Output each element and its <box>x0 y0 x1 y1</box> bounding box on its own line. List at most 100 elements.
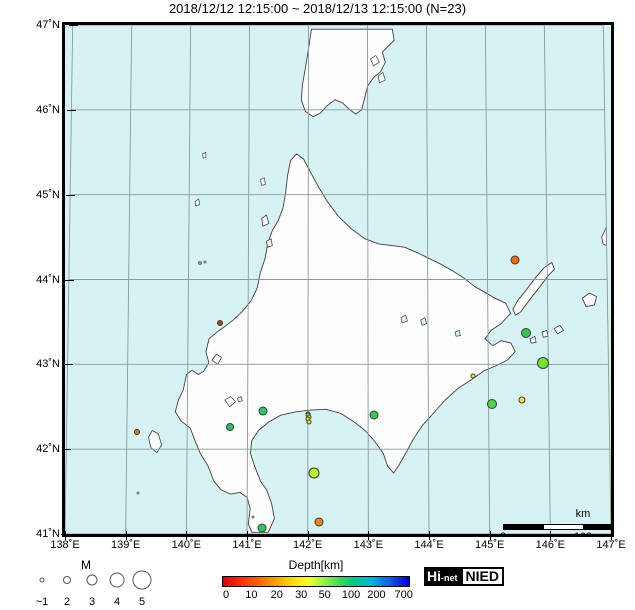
lat-tick <box>66 194 76 196</box>
depth-legend-label: 200 <box>367 589 386 601</box>
lon-tick <box>125 531 127 540</box>
longitude-axis: 138˚E 139˚E 140˚E 141˚E 142˚E 143˚E 144˚E 145˚E… <box>0 539 635 559</box>
earthquake-marker[interactable] <box>257 523 267 533</box>
lat-tick <box>67 109 77 111</box>
scale-bar-segment <box>583 525 611 529</box>
depth-legend-label: 700 <box>394 589 413 601</box>
coastline-path <box>553 324 564 335</box>
earthquake-marker[interactable] <box>197 260 202 265</box>
magnitude-legend-label: ~1 <box>35 596 49 608</box>
nied-logo-box: NIED <box>460 567 504 586</box>
magnitude-legend: M ~1 2 3 4 5 <box>30 558 180 608</box>
earthquake-marker[interactable] <box>521 327 532 338</box>
coastline-path <box>174 153 516 533</box>
lat-tick-label: 42˚N <box>36 443 60 456</box>
earthquake-marker[interactable] <box>536 356 549 369</box>
lat-tick <box>64 279 74 281</box>
lat-tick-label: 44˚N <box>36 273 60 286</box>
depth-legend: Depth[km] 0 10 20 30 50 100 200 700 <box>218 558 414 608</box>
magnitude-legend-label: 2 <box>63 596 71 608</box>
coastline-path <box>261 214 270 227</box>
coastline-path <box>512 262 555 316</box>
lon-tick-label: 146˚E <box>535 539 566 551</box>
lat-tick-label: 43˚N <box>36 358 60 371</box>
earthquake-marker[interactable] <box>136 491 140 495</box>
lon-tick <box>611 531 612 540</box>
lon-tick <box>65 531 66 540</box>
lon-tick-label: 147˚E <box>596 539 626 551</box>
scale-bar-segment <box>504 525 544 529</box>
lon-tick-label: 144˚E <box>414 539 444 551</box>
earthquake-marker[interactable] <box>308 467 320 479</box>
earthquake-marker[interactable] <box>486 399 497 410</box>
latitude-axis: 47˚N 46˚N 45˚N 44˚N 43˚N 42˚N 41˚N <box>0 0 60 560</box>
coastline-path <box>377 72 386 84</box>
coastline-path <box>260 177 266 186</box>
coastline-path <box>541 329 549 338</box>
magnitude-legend-circle <box>39 577 45 583</box>
earthquake-marker[interactable] <box>518 396 526 404</box>
page-title: 2018/12/12 12:15:00 ~ 2018/12/13 12:15:0… <box>168 1 467 16</box>
coastline-path <box>148 430 163 454</box>
earthquake-marker[interactable] <box>369 410 379 420</box>
lat-tick <box>62 449 72 451</box>
lat-tick-label: 41˚N <box>36 528 60 540</box>
depth-legend-label: 50 <box>318 589 331 601</box>
coastline-path <box>211 353 222 365</box>
depth-legend-label: 20 <box>270 589 283 601</box>
coastline-path <box>300 28 395 118</box>
lat-tick <box>63 364 73 366</box>
logo-net-text: -net <box>441 573 458 583</box>
earthquake-marker[interactable] <box>470 373 476 379</box>
hinet-logo-box: Hi -net <box>424 567 461 586</box>
depth-legend-label: 10 <box>245 589 258 601</box>
lat-tick-label: 47˚N <box>36 19 60 31</box>
lat-tick-label: 45˚N <box>36 188 60 201</box>
earthquake-marker[interactable] <box>314 517 324 527</box>
coastline-path <box>581 292 598 308</box>
lon-tick-label: 141˚E <box>232 539 262 551</box>
lat-tick <box>68 25 78 26</box>
coastline-path <box>400 314 408 324</box>
map-graphics <box>65 25 611 534</box>
lon-tick-label: 142˚E <box>292 539 323 551</box>
depth-legend-label: 100 <box>341 589 361 601</box>
lon-tick <box>368 531 370 540</box>
magnitude-legend-circle <box>63 576 71 584</box>
hinet-nied-logo: Hi -net NIED <box>424 567 504 586</box>
lon-tick-label: 138˚E <box>50 539 80 551</box>
coastline-path <box>370 55 380 67</box>
magnitude-legend-circle <box>86 574 98 586</box>
lon-tick <box>550 531 552 540</box>
earthquake-marker[interactable] <box>226 423 235 432</box>
logo-hi-text: Hi <box>427 568 441 584</box>
depth-legend-label: 0 <box>222 589 230 601</box>
earthquake-marker[interactable] <box>251 515 255 519</box>
depth-legend-label: 30 <box>295 589 308 601</box>
scale-bar-unit: km <box>575 508 591 520</box>
coastline-path <box>454 330 461 337</box>
lon-tick-label: 143˚E <box>353 539 384 551</box>
coastline-path <box>202 151 207 159</box>
coastline-path <box>224 396 236 408</box>
lat-tick-label: 46˚N <box>36 103 60 116</box>
earthquake-marker[interactable] <box>258 406 268 416</box>
earthquake-marker[interactable] <box>216 319 223 326</box>
lon-tick-label: 140˚E <box>171 539 202 551</box>
lon-tick <box>186 531 188 540</box>
scale-bar-track <box>503 524 611 530</box>
coastline-path <box>194 198 201 207</box>
earthquake-marker[interactable] <box>203 260 207 264</box>
scale-bar-label: 0 <box>500 531 506 534</box>
earthquake-marker[interactable] <box>510 255 520 265</box>
depth-color-bar <box>222 576 410 587</box>
lon-tick <box>307 531 309 540</box>
lon-tick <box>429 531 430 540</box>
lon-tick <box>247 531 248 540</box>
earthquake-marker[interactable] <box>133 429 140 436</box>
earthquake-marker[interactable] <box>306 419 312 425</box>
